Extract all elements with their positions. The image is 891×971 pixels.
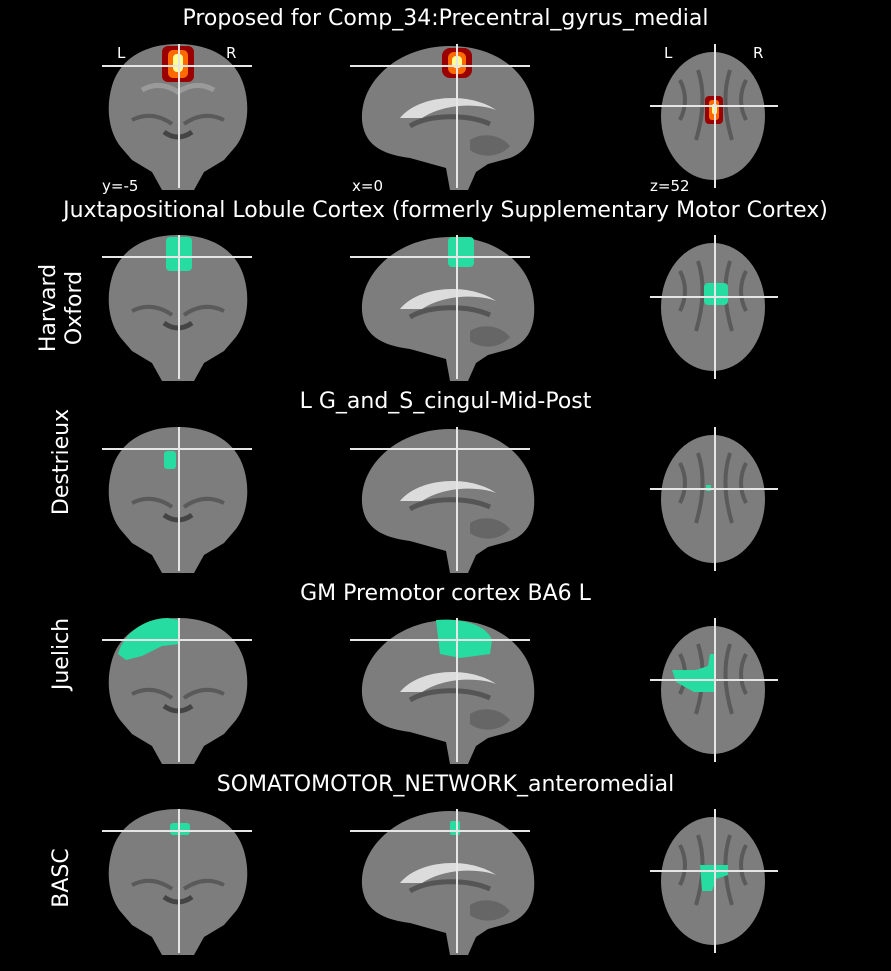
row-label-juelich: Juelich (49, 617, 74, 691)
sagittal-view-destrieux (350, 423, 535, 573)
region-title-harvard-oxford: Juxtapositional Lobule Cortex (formerly … (63, 198, 828, 223)
sagittal-view-harvard-oxford (350, 231, 535, 381)
sagittal-view-proposed (350, 40, 535, 190)
coord-label-x: x=0 (352, 177, 383, 195)
region-title-destrieux: L G_and_S_cingul-Mid-Post (299, 389, 592, 414)
coord-label-y: y=-5 (102, 177, 139, 195)
coord-label-z: z=52 (650, 177, 690, 195)
left-orientation-label-axial: L (664, 44, 673, 62)
left-orientation-label: L (117, 44, 126, 62)
region-title-juelich: GM Premotor cortex BA6 L (300, 581, 591, 606)
axial-view-proposed (650, 40, 780, 190)
axial-view-destrieux (650, 423, 780, 573)
coronal-view-destrieux (102, 423, 254, 573)
coronal-view-juelich (102, 614, 254, 764)
figure-title: Proposed for Comp_34:Precentral_gyrus_me… (182, 6, 709, 31)
coronal-view-proposed (102, 40, 254, 190)
axial-view-juelich (650, 614, 780, 764)
axial-view-basc (650, 805, 780, 955)
sagittal-view-juelich (350, 614, 535, 764)
coronal-view-basc (102, 805, 254, 955)
row-label-harvard-oxford: Harvard Oxford (36, 263, 87, 353)
right-orientation-label-axial: R (753, 44, 764, 62)
row-label-destrieux: Destrieux (49, 408, 74, 516)
coronal-view-harvard-oxford (102, 231, 254, 381)
row-label-basc: BASC (49, 848, 74, 908)
region-title-basc: SOMATOMOTOR_NETWORK_anteromedial (216, 772, 675, 797)
axial-view-harvard-oxford (650, 231, 780, 381)
right-orientation-label: R (226, 44, 237, 62)
sagittal-view-basc (350, 805, 535, 955)
